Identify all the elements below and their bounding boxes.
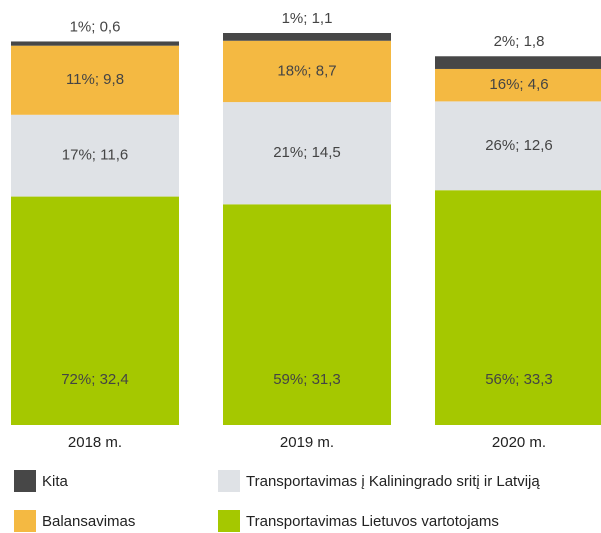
data-label: 1%; 0,6 bbox=[70, 18, 121, 35]
legend-label: Transportavimas Lietuvos vartotojams bbox=[246, 513, 499, 530]
x-tick-label: 2019 m. bbox=[280, 434, 334, 451]
data-label: 18%; 8,7 bbox=[277, 62, 336, 79]
bar-segment bbox=[435, 190, 601, 425]
bar-segment bbox=[223, 40, 391, 103]
legend-swatch bbox=[14, 510, 36, 532]
legend-label: Balansavimas bbox=[42, 513, 135, 530]
bar-segment bbox=[11, 114, 179, 197]
legend-label: Transportavimas į Kaliningrado sritį ir … bbox=[246, 473, 540, 490]
bar-segment bbox=[223, 102, 391, 205]
data-label: 1%; 1,1 bbox=[282, 10, 333, 27]
data-label: 2%; 1,8 bbox=[494, 33, 545, 50]
bar-segment bbox=[435, 101, 601, 191]
bar-segment bbox=[435, 68, 601, 102]
x-tick-label: 2018 m. bbox=[68, 434, 122, 451]
legend-swatch bbox=[14, 470, 36, 492]
legend-swatch bbox=[218, 510, 240, 532]
data-label: 11%; 9,8 bbox=[66, 71, 124, 88]
data-label: 72%; 32,4 bbox=[61, 371, 129, 388]
data-label: 16%; 4,6 bbox=[489, 76, 548, 93]
bar-segment bbox=[11, 41, 179, 46]
bar-segment bbox=[223, 33, 391, 41]
bar-segment bbox=[435, 56, 601, 69]
data-label: 26%; 12,6 bbox=[485, 137, 553, 154]
legend-swatch bbox=[218, 470, 240, 492]
data-label: 56%; 33,3 bbox=[485, 371, 553, 388]
data-label: 21%; 14,5 bbox=[273, 144, 341, 161]
data-label: 17%; 11,6 bbox=[62, 147, 128, 164]
data-label: 59%; 31,3 bbox=[273, 371, 341, 388]
x-tick-label: 2020 m. bbox=[492, 434, 546, 451]
bar-segment bbox=[11, 45, 179, 115]
legend-label: Kita bbox=[42, 473, 69, 490]
bar-segment bbox=[11, 196, 179, 425]
bar-segment bbox=[223, 204, 391, 425]
